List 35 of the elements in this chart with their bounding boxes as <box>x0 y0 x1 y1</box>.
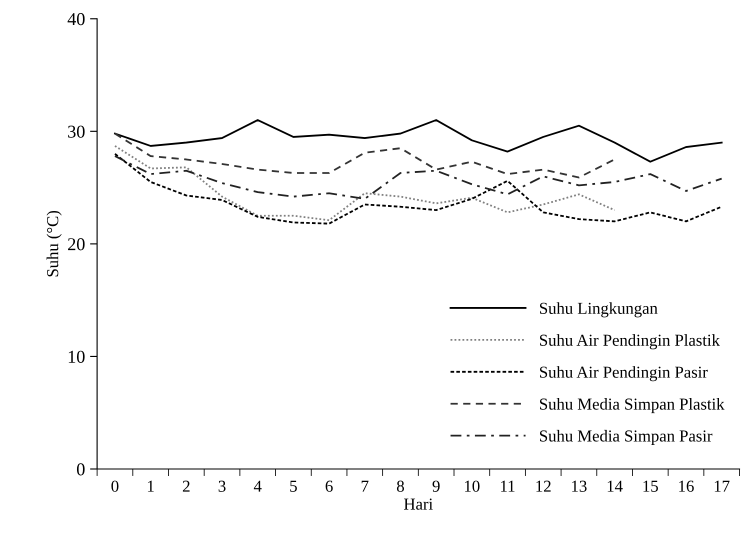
legend-label: Suhu Air Pendingin Plastik <box>540 334 720 350</box>
line-series <box>114 119 723 163</box>
y-tick-label: 30 <box>68 126 85 138</box>
x-tick-label: 17 <box>714 480 730 492</box>
legend-label: Suhu Media Simpan Pasir <box>540 430 712 445</box>
x-tick-label: 1 <box>148 480 154 492</box>
x-tick-label: 2 <box>182 480 190 492</box>
x-tick-label: 14 <box>608 480 623 492</box>
y-tick-label: 40 <box>68 13 85 26</box>
x-tick-label: 0 <box>111 480 118 492</box>
line-series <box>114 132 616 178</box>
x-tick-label: 8 <box>396 480 404 492</box>
x-tick-label: 12 <box>536 480 551 492</box>
x-tick-label: 15 <box>643 480 658 492</box>
x-tick-label: 13 <box>572 480 587 492</box>
x-tick-label: 3 <box>218 480 226 492</box>
line-series <box>114 152 723 225</box>
x-tick-label: 6 <box>326 480 333 492</box>
line-series <box>114 145 616 222</box>
x-tick-label: 4 <box>254 480 262 492</box>
x-tick-label: 10 <box>464 480 480 492</box>
legend-label: Suhu Air Pendingin Pasir <box>540 366 708 382</box>
x-tick-label: 7 <box>362 480 368 492</box>
line-series <box>114 155 723 200</box>
y-axis-title: Suhu (°C) <box>46 210 62 276</box>
legend-label: Suhu Media Simpan Plastik <box>540 398 725 414</box>
x-tick-label: 9 <box>432 480 440 492</box>
legend-label: Suhu Lingkungan <box>540 302 658 318</box>
y-tick-label: 0 <box>76 463 85 476</box>
y-tick-label: 20 <box>68 238 85 250</box>
x-tick-label: 16 <box>679 480 694 492</box>
x-tick-label: 5 <box>290 480 297 492</box>
x-tick-label: 11 <box>500 480 515 492</box>
x-axis-title: Hari <box>404 498 433 510</box>
y-tick-label: 10 <box>68 350 85 363</box>
